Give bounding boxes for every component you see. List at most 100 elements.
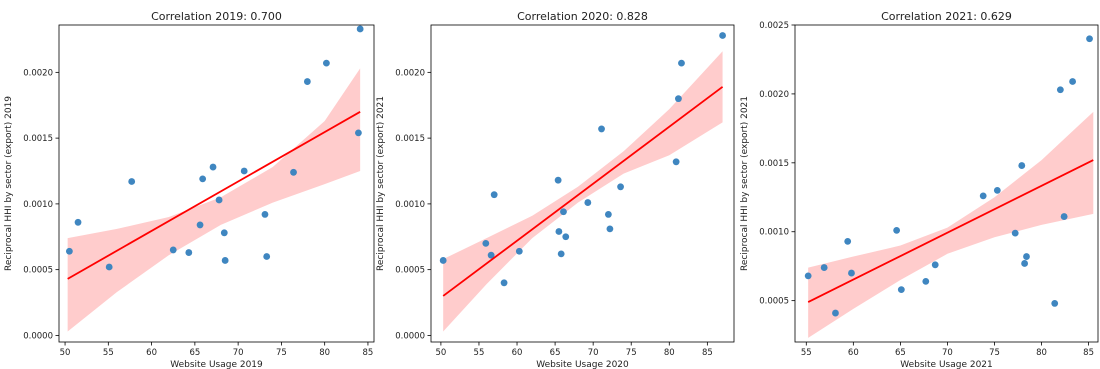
y-tick-label: 0.0020 [759,90,789,100]
data-point [355,129,362,137]
data-point [490,191,498,199]
data-point [196,221,204,229]
y-tick-label: 0.0015 [395,134,425,144]
data-point [560,208,567,216]
y-tick-label: 0.0005 [395,266,425,276]
data-point [215,196,223,204]
x-tick-label: 75 [276,348,287,358]
data-point [1011,229,1019,237]
x-tick-label: 60 [146,348,157,358]
x-tick-label: 55 [474,348,485,358]
data-point [554,176,562,184]
data-point [584,199,592,206]
plot-area [65,25,364,332]
x-axis-label: Website Usage 2021 [900,360,993,369]
data-point [356,25,364,33]
data-point [672,158,680,166]
data-point [820,264,828,271]
confidence-band [808,111,1094,338]
x-tick-label: 80 [1036,348,1047,358]
axes-frame [794,24,1099,343]
y-tick-label: 0.0010 [23,200,53,210]
chart-panel-3: Correlation 2021: 0.629 55 60 65 70 75 80 85 0.0… [740,10,1099,369]
x-tick-label: 65 [895,348,906,358]
chart-title: Correlation 2021: 0.629 [881,10,1012,23]
x-tick-label: 65 [189,348,200,358]
data-point [487,251,495,259]
data-point [832,309,839,317]
axes-frame [58,24,375,343]
confidence-band [67,68,361,332]
data-point [290,168,297,176]
x-tick-label: 85 [1083,348,1094,358]
x-tick-label: 85 [363,348,374,358]
y-axis-label: Reciprocal HHI by sector (export) 2021 [740,96,750,271]
x-tick-label: 55 [103,348,114,358]
x-tick-label: 70 [233,348,244,358]
data-point [555,228,563,235]
data-point [240,167,248,175]
data-point [199,175,207,183]
data-point [1021,260,1029,267]
data-point [1069,78,1076,85]
data-point [719,32,726,39]
y-tick-label: 0.0015 [23,134,53,144]
regression-line [807,159,1094,303]
axes-frame [430,24,735,343]
data-point [261,211,269,218]
x-tick-label: 60 [512,348,523,358]
chart-panel-2: Correlation 2020: 0.828 50 55 60 65 70 75 80 85 0… [376,10,735,369]
x-tick-label: 85 [702,348,713,358]
regression-line [67,111,361,280]
x-tick-label: 80 [664,348,675,358]
y-tick-label: 0.0010 [395,200,425,210]
y-tick-label: 0.0005 [759,297,789,307]
data-point [1060,213,1068,220]
y-axis-label: Reciprocal HHI by sector (export) 2021 [376,96,386,271]
data-point [65,247,73,255]
y-tick-label: 0.0005 [23,266,53,276]
y-axis-label: Reciprocal HHI by sector (export) 2019 [4,96,14,271]
chart-title: Correlation 2019: 0.700 [151,10,282,23]
x-tick-label: 60 [848,348,859,358]
x-tick-label: 70 [588,348,599,358]
data-point [482,239,490,247]
data-point [221,257,229,264]
data-point [74,218,82,226]
y-tick-label: 0.0010 [759,228,789,238]
x-axis-label: Website Usage 2020 [536,360,629,369]
data-point [1018,162,1026,169]
data-point [844,237,852,245]
y-tick-label: 0.0000 [395,331,425,341]
regression-line [442,86,724,297]
data-point [604,211,612,218]
data-point [804,272,812,280]
data-point [606,225,614,233]
data-point [185,249,193,256]
data-point [557,250,565,258]
x-tick-label: 70 [942,348,953,358]
data-point [515,247,523,255]
x-tick-label: 80 [319,348,330,358]
x-tick-label: 75 [626,348,637,358]
data-point [303,78,311,85]
data-point [220,229,228,237]
data-point [562,233,570,241]
plot-area [439,32,726,332]
data-point [675,95,682,103]
y-tick-label: 0.0025 [759,21,789,31]
data-point [439,257,447,264]
data-point [893,226,901,234]
data-point [323,59,330,67]
data-point [263,253,271,260]
data-point [1051,300,1059,307]
chart-title: Correlation 2020: 0.828 [517,10,648,23]
plot-area [804,35,1094,338]
data-point [105,263,113,271]
data-point [848,269,855,277]
x-tick-label: 65 [550,348,561,358]
data-point [128,178,136,185]
data-point [1086,35,1093,43]
data-point [1023,253,1030,260]
